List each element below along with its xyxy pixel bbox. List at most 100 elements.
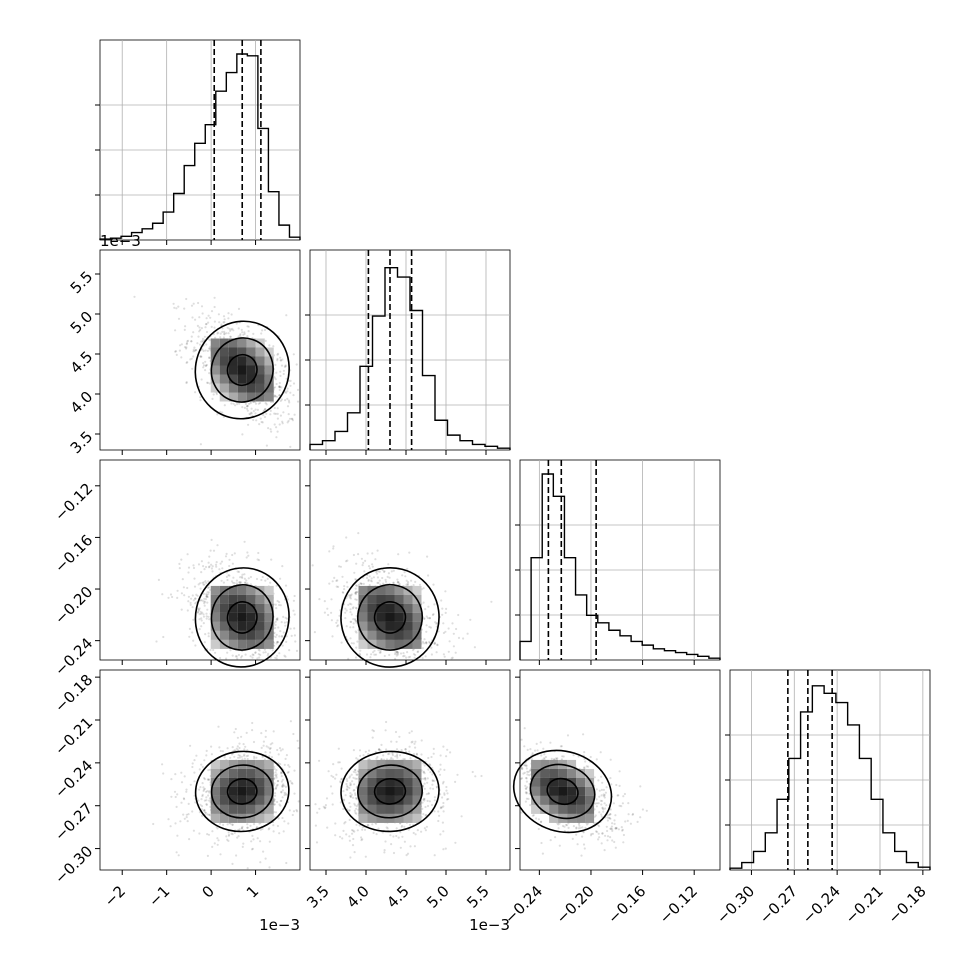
scatter-point bbox=[287, 405, 289, 407]
scatter-point bbox=[203, 616, 205, 618]
scatter-point bbox=[474, 775, 476, 777]
scatter-point bbox=[325, 804, 327, 806]
scatter-point bbox=[274, 803, 276, 805]
scatter-point bbox=[284, 625, 286, 627]
scatter-point bbox=[263, 745, 265, 747]
scatter-point bbox=[289, 446, 291, 448]
scatter-point bbox=[246, 582, 248, 584]
scatter-point bbox=[192, 594, 194, 596]
scatter-point bbox=[262, 651, 264, 653]
pair-panel-2-0 bbox=[95, 460, 300, 676]
scatter-point bbox=[204, 361, 206, 363]
density-cell bbox=[229, 613, 238, 622]
scatter-point bbox=[259, 654, 261, 656]
scatter-point bbox=[282, 645, 284, 647]
scatter-point bbox=[152, 823, 154, 825]
density-cell bbox=[256, 814, 265, 823]
scatter-point bbox=[291, 635, 293, 637]
density-cell bbox=[404, 778, 413, 787]
scatter-point bbox=[208, 565, 210, 567]
scatter-point bbox=[214, 842, 216, 844]
scatter-point bbox=[257, 552, 259, 554]
scatter-point bbox=[383, 570, 385, 572]
scatter-point bbox=[387, 563, 389, 565]
scatter-point bbox=[312, 564, 314, 566]
scatter-point bbox=[433, 810, 435, 812]
scatter-point bbox=[226, 553, 228, 555]
scatter-point bbox=[396, 827, 398, 829]
scatter-point bbox=[419, 584, 421, 586]
scatter-point bbox=[281, 772, 283, 774]
scatter-point bbox=[369, 656, 371, 658]
density-cell bbox=[256, 384, 265, 393]
scatter-point bbox=[426, 826, 428, 828]
scatter-point bbox=[245, 403, 247, 405]
density-cell bbox=[238, 805, 247, 814]
scatter-point bbox=[267, 427, 269, 429]
scatter-point bbox=[247, 424, 249, 426]
scatter-point bbox=[289, 809, 291, 811]
scatter-point bbox=[278, 394, 280, 396]
scatter-point bbox=[231, 554, 233, 556]
scatter-point bbox=[202, 786, 204, 788]
scatter-point bbox=[293, 382, 295, 384]
scatter-point bbox=[432, 780, 434, 782]
scatter-point bbox=[364, 829, 366, 831]
scatter-point bbox=[371, 580, 373, 582]
scatter-point bbox=[375, 758, 377, 760]
scatter-point bbox=[283, 370, 285, 372]
scatter-point bbox=[346, 586, 348, 588]
scatter-point bbox=[270, 743, 272, 745]
scatter-point bbox=[390, 741, 392, 743]
scatter-point bbox=[180, 802, 182, 804]
scatter-point bbox=[348, 777, 350, 779]
scatter-point bbox=[404, 571, 406, 573]
scatter-point bbox=[213, 327, 215, 329]
scatter-point bbox=[192, 331, 194, 333]
scatter-point bbox=[358, 584, 360, 586]
scatter-point bbox=[442, 782, 444, 784]
scatter-point bbox=[409, 656, 411, 658]
scatter-point bbox=[176, 793, 178, 795]
scatter-point bbox=[201, 560, 203, 562]
density-cell bbox=[359, 814, 368, 823]
scatter-point bbox=[343, 585, 345, 587]
scatter-point bbox=[395, 835, 397, 837]
scatter-point bbox=[285, 862, 287, 864]
scatter-point bbox=[359, 755, 361, 757]
scatter-point bbox=[622, 802, 624, 804]
scatter-point bbox=[427, 777, 429, 779]
scatter-point bbox=[413, 743, 415, 745]
scatter-point bbox=[414, 845, 416, 847]
scatter-point bbox=[355, 656, 357, 658]
scatter-point bbox=[285, 641, 287, 643]
scatter-point bbox=[285, 758, 287, 760]
scatter-point bbox=[183, 594, 185, 596]
scatter-point bbox=[365, 856, 367, 858]
scatter-point bbox=[443, 810, 445, 812]
scatter-point bbox=[199, 628, 201, 630]
scatter-point bbox=[290, 628, 292, 630]
scatter-point bbox=[434, 796, 436, 798]
density-cell bbox=[368, 778, 377, 787]
scatter-point bbox=[244, 578, 246, 580]
scatter-point bbox=[236, 582, 238, 584]
scatter-point bbox=[443, 769, 445, 771]
scatter-point bbox=[428, 793, 430, 795]
scatter-point bbox=[204, 633, 206, 635]
scatter-point bbox=[221, 331, 223, 333]
scatter-point bbox=[353, 783, 355, 785]
scatter-point bbox=[280, 415, 282, 417]
scatter-point bbox=[275, 811, 277, 813]
scatter-point bbox=[255, 757, 257, 759]
scatter-point bbox=[442, 822, 444, 824]
scatter-point bbox=[277, 626, 279, 628]
scatter-point bbox=[440, 754, 442, 756]
scatter-point bbox=[601, 789, 603, 791]
scatter-point bbox=[390, 843, 392, 845]
scatter-point bbox=[284, 792, 286, 794]
scatter-point bbox=[245, 579, 247, 581]
density-cell bbox=[256, 631, 265, 640]
density-cell bbox=[220, 778, 229, 787]
scatter-point bbox=[253, 823, 255, 825]
